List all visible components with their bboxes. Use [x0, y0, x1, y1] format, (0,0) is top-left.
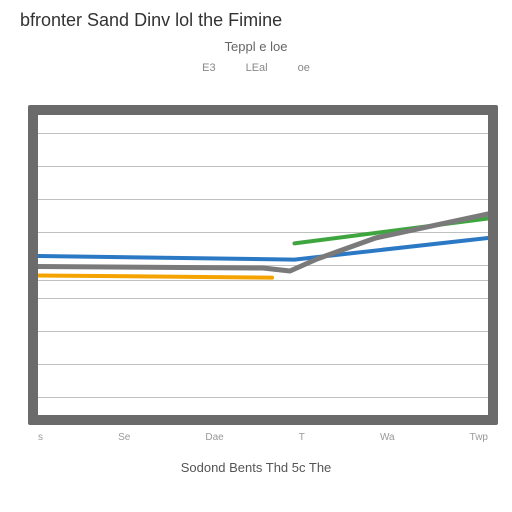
legend: E3 LEal oe [0, 62, 512, 74]
x-axis-ticks: s Se Dae T Wa Twp [28, 432, 498, 443]
chart-subtitle: Teppl e loe [0, 39, 512, 54]
x-tick: s [38, 432, 43, 443]
legend-item: E3 [202, 62, 215, 74]
chart-area [38, 115, 488, 415]
chart-lines [38, 115, 488, 415]
x-tick: T [299, 432, 305, 443]
x-tick: Se [118, 432, 130, 443]
x-tick: Wa [380, 432, 395, 443]
legend-item: LEal [246, 62, 268, 74]
legend-item: oe [298, 62, 310, 74]
x-tick: Dae [205, 432, 223, 443]
series-orange [38, 276, 272, 278]
x-axis-label: Sodond Bents Thd 5c The [0, 460, 512, 475]
chart-frame [28, 105, 498, 425]
x-tick: Twp [470, 432, 488, 443]
chart-title: bfronter Sand Dinv lol the Fimine [0, 0, 512, 31]
series-grey [38, 214, 488, 271]
series-blue [38, 238, 488, 260]
